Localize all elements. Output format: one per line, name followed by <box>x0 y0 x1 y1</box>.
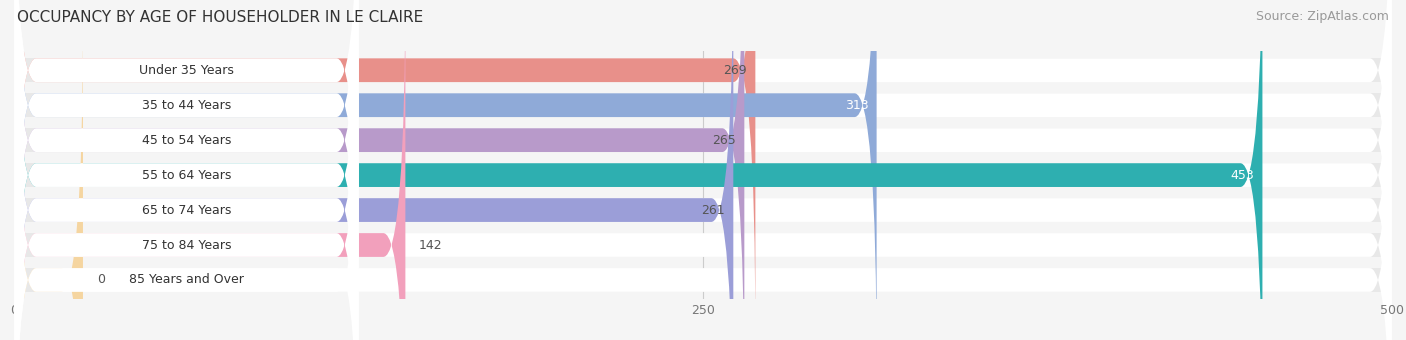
FancyBboxPatch shape <box>14 0 1392 340</box>
Bar <box>14 128 1392 152</box>
Text: 85 Years and Over: 85 Years and Over <box>129 273 243 287</box>
Bar <box>14 93 1392 117</box>
FancyBboxPatch shape <box>14 0 359 338</box>
Bar <box>14 198 1392 222</box>
FancyBboxPatch shape <box>14 12 1392 340</box>
FancyBboxPatch shape <box>14 0 359 340</box>
FancyBboxPatch shape <box>14 0 359 340</box>
Text: Under 35 Years: Under 35 Years <box>139 64 233 77</box>
Text: 265: 265 <box>713 134 737 147</box>
FancyBboxPatch shape <box>14 0 876 340</box>
FancyBboxPatch shape <box>14 0 1392 340</box>
FancyBboxPatch shape <box>14 0 734 340</box>
Bar <box>14 233 1392 257</box>
Bar <box>14 58 1392 82</box>
FancyBboxPatch shape <box>14 0 359 340</box>
FancyBboxPatch shape <box>14 12 359 340</box>
Text: OCCUPANCY BY AGE OF HOUSEHOLDER IN LE CLAIRE: OCCUPANCY BY AGE OF HOUSEHOLDER IN LE CL… <box>17 10 423 25</box>
Bar <box>14 163 1392 187</box>
FancyBboxPatch shape <box>14 0 1392 340</box>
Text: 65 to 74 Years: 65 to 74 Years <box>142 204 231 217</box>
Text: 0: 0 <box>97 273 104 287</box>
Bar <box>14 268 1392 292</box>
Text: Source: ZipAtlas.com: Source: ZipAtlas.com <box>1256 10 1389 23</box>
Text: 313: 313 <box>845 99 869 112</box>
FancyBboxPatch shape <box>14 0 359 340</box>
Text: 75 to 84 Years: 75 to 84 Years <box>142 239 231 252</box>
Text: 55 to 64 Years: 55 to 64 Years <box>142 169 231 182</box>
FancyBboxPatch shape <box>14 12 83 340</box>
FancyBboxPatch shape <box>14 0 1392 338</box>
FancyBboxPatch shape <box>14 0 1392 340</box>
FancyBboxPatch shape <box>14 0 359 340</box>
FancyBboxPatch shape <box>14 0 405 340</box>
Text: 453: 453 <box>1230 169 1254 182</box>
Text: 269: 269 <box>724 64 747 77</box>
FancyBboxPatch shape <box>14 0 755 338</box>
FancyBboxPatch shape <box>14 0 744 340</box>
Text: 142: 142 <box>419 239 443 252</box>
Text: 261: 261 <box>702 204 725 217</box>
Text: 45 to 54 Years: 45 to 54 Years <box>142 134 231 147</box>
Text: 35 to 44 Years: 35 to 44 Years <box>142 99 231 112</box>
FancyBboxPatch shape <box>14 0 1263 340</box>
FancyBboxPatch shape <box>14 0 1392 340</box>
